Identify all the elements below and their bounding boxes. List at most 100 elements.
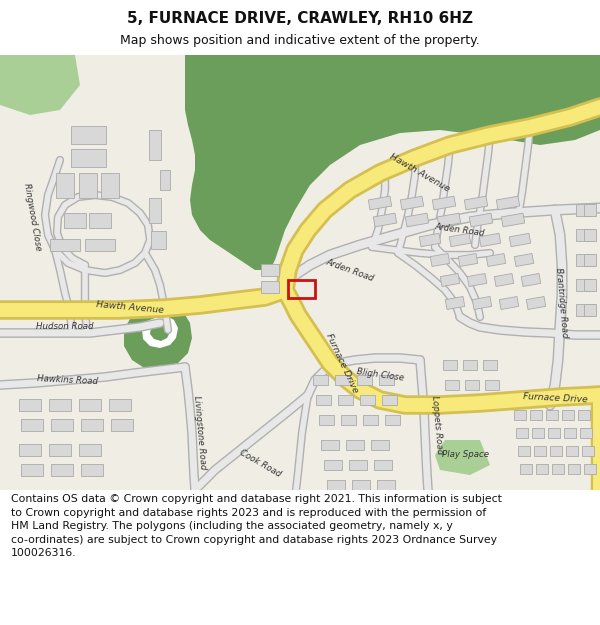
Bar <box>443 360 457 370</box>
Bar <box>79 399 101 411</box>
Bar <box>51 419 73 431</box>
Bar <box>514 410 526 420</box>
Bar <box>530 410 542 420</box>
Bar <box>526 296 546 309</box>
Bar <box>518 446 530 456</box>
Bar <box>359 395 374 405</box>
Bar <box>463 360 477 370</box>
Text: 5, FURNACE DRIVE, CRAWLEY, RH10 6HZ: 5, FURNACE DRIVE, CRAWLEY, RH10 6HZ <box>127 11 473 26</box>
Text: Hudson Road: Hudson Road <box>36 322 94 331</box>
Polygon shape <box>142 315 178 348</box>
Bar <box>576 204 594 216</box>
Bar <box>356 375 371 385</box>
Bar <box>400 196 424 210</box>
Bar <box>81 419 103 431</box>
Polygon shape <box>435 440 490 475</box>
Text: Hawth Avenue: Hawth Avenue <box>388 152 452 194</box>
Polygon shape <box>480 55 600 110</box>
Bar <box>362 415 377 425</box>
Bar <box>377 480 395 490</box>
Bar <box>516 428 528 438</box>
Bar <box>485 380 499 390</box>
Bar <box>379 375 394 385</box>
Bar <box>536 464 548 474</box>
Bar <box>101 173 119 198</box>
Bar <box>151 231 166 249</box>
Text: Arden Road: Arden Road <box>325 257 375 283</box>
Bar <box>21 419 43 431</box>
Bar <box>582 446 594 456</box>
Bar <box>385 415 400 425</box>
Bar <box>564 428 576 438</box>
Bar <box>324 460 342 470</box>
Bar <box>316 395 331 405</box>
Bar <box>149 198 161 222</box>
Bar <box>160 170 170 190</box>
Bar <box>56 173 74 198</box>
Bar <box>432 196 456 210</box>
Text: Livingstone Road: Livingstone Road <box>192 396 208 471</box>
Bar <box>501 213 525 227</box>
Bar <box>373 213 397 227</box>
Bar <box>109 399 131 411</box>
Bar <box>405 213 429 227</box>
Bar <box>49 444 71 456</box>
Bar <box>371 440 389 450</box>
Bar <box>445 296 465 309</box>
Bar <box>337 395 353 405</box>
Bar <box>149 130 161 160</box>
Bar <box>576 304 594 316</box>
Bar <box>71 149 106 167</box>
Text: Arden Road: Arden Road <box>434 222 485 238</box>
Bar <box>514 254 534 266</box>
Bar <box>576 229 594 241</box>
Bar <box>368 196 392 210</box>
Text: Hawkins Road: Hawkins Road <box>37 374 98 386</box>
Text: Loppets Road: Loppets Road <box>430 395 444 455</box>
Bar <box>352 480 370 490</box>
Bar <box>467 274 487 286</box>
Bar <box>346 440 364 450</box>
Bar <box>111 419 133 431</box>
Bar <box>472 296 492 309</box>
Text: Contains OS data © Crown copyright and database right 2021. This information is : Contains OS data © Crown copyright and d… <box>11 494 502 559</box>
Bar <box>499 296 519 309</box>
Bar <box>464 196 488 210</box>
Bar <box>440 274 460 286</box>
Bar <box>449 233 471 247</box>
Bar <box>313 375 328 385</box>
Bar <box>465 380 479 390</box>
Text: Brantridge Road: Brantridge Road <box>554 268 569 339</box>
Bar <box>584 464 596 474</box>
Text: Map shows position and indicative extent of the property.: Map shows position and indicative extent… <box>120 34 480 47</box>
Text: Play Space: Play Space <box>442 451 488 459</box>
Bar <box>534 446 546 456</box>
Bar <box>261 264 279 276</box>
Bar <box>576 254 594 266</box>
Text: Hawth Avenue: Hawth Avenue <box>96 299 164 314</box>
Polygon shape <box>150 321 170 341</box>
Text: Cook Road: Cook Road <box>238 448 282 479</box>
Bar <box>382 395 397 405</box>
Bar <box>584 254 596 266</box>
Bar <box>576 279 594 291</box>
Bar <box>548 428 560 438</box>
Bar <box>445 380 459 390</box>
Bar <box>71 126 106 144</box>
Bar <box>261 281 279 293</box>
Bar <box>349 460 367 470</box>
Bar <box>458 254 478 266</box>
Bar <box>578 410 590 420</box>
Bar <box>49 399 71 411</box>
Bar <box>566 446 578 456</box>
Bar <box>580 428 592 438</box>
Bar <box>19 444 41 456</box>
Bar <box>89 213 111 228</box>
Bar <box>79 173 97 198</box>
Bar <box>552 464 564 474</box>
Bar <box>483 360 497 370</box>
Bar <box>584 279 596 291</box>
Bar <box>327 480 345 490</box>
Bar <box>532 428 544 438</box>
Polygon shape <box>185 55 600 270</box>
